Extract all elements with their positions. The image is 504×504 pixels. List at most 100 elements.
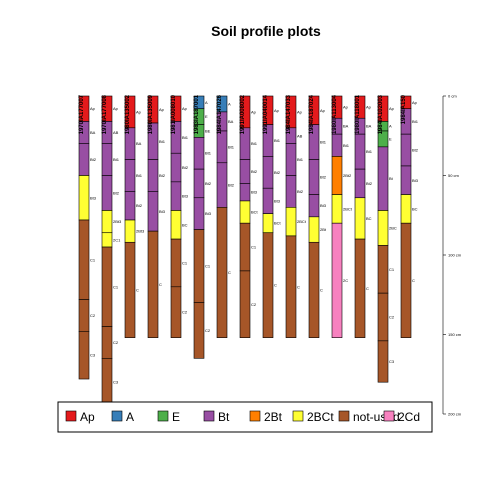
horizon-bc-block (400, 194, 412, 224)
horizon-label: BC (412, 206, 418, 211)
horizon-label: BCt (274, 221, 282, 226)
horizon-label: A (228, 101, 231, 106)
horizon-label: A (205, 100, 208, 105)
profile-id-label: 1984IA150 (401, 94, 407, 124)
horizon-label: C1 (389, 267, 395, 272)
horizon-label: C (366, 286, 369, 291)
horizon-bc-block (354, 197, 366, 240)
horizon-label: Bt2 (412, 148, 419, 153)
horizon-bt2-block (285, 175, 297, 208)
horizon-label: Bt1 (113, 157, 120, 162)
horizon-c-block (216, 207, 228, 338)
horizon-bt2-block (193, 168, 205, 199)
horizon-label: C1 (90, 257, 96, 262)
horizon-bt2-block (101, 175, 113, 211)
horizon-label: A (389, 124, 392, 129)
horizon-label: Bt3 (182, 194, 189, 199)
horizon-label: C (320, 287, 323, 292)
chart-title: Soil profile plots (211, 23, 321, 39)
horizon-bt2-block (78, 143, 90, 176)
horizon-c2-block (101, 326, 113, 359)
horizon-label: C2 (113, 340, 119, 345)
horizon-c3-block (101, 358, 113, 407)
profile-id-label: 1983IA187001 (194, 94, 200, 134)
horizon-c3-block (78, 331, 90, 380)
horizon-bt2-block (354, 168, 366, 199)
legend-entry: 2Cd (398, 410, 420, 424)
horizon-c1-block (377, 245, 389, 294)
horizon-label: BC (182, 222, 188, 227)
legend-entry: 2BCt (307, 410, 334, 424)
depth-axis: 0 cm 50 cm 100 cm 150 cm 200 cm (442, 94, 462, 417)
horizon-label: C1 (251, 245, 257, 250)
horizon-label: Bt2 (205, 181, 212, 186)
horizon-label: E (205, 114, 208, 119)
horizon-c2-block (377, 292, 389, 342)
horizon-label: Bt2 (274, 170, 281, 175)
horizon-label: Bt2 (251, 169, 258, 174)
horizon-c-block (400, 222, 412, 338)
horizon-label: C2 (205, 328, 211, 333)
horizon-label: C3 (90, 353, 96, 358)
legend-swatch (292, 410, 304, 422)
horizon-label: Ap (274, 108, 280, 113)
legend-entry: Ap (80, 410, 95, 424)
horizon-label: Bt2 (228, 183, 235, 188)
horizon-c2-block (78, 299, 90, 332)
horizon-label: BCt (251, 210, 259, 215)
horizon-bt1-block (124, 159, 136, 192)
horizon-label: Bt2 (159, 173, 166, 178)
horizon-label: BA (366, 124, 372, 129)
horizon-c-block (124, 241, 136, 338)
horizon-label: 2BCt (297, 219, 307, 224)
horizon-label: Bt3 (412, 178, 419, 183)
horizon-2bt2-block (331, 156, 343, 195)
horizon-c2-block (193, 302, 205, 359)
horizon-2bt-block (308, 216, 320, 243)
horizon-label: Bt1 (251, 141, 258, 146)
horizon-label: Bt2 (297, 189, 304, 194)
horizon-label: Ap (182, 106, 188, 111)
horizon-bt2-block (124, 191, 136, 221)
legend-swatch (203, 410, 215, 422)
depth-tick-label: 100 cm (448, 253, 462, 258)
horizon-label: Bt3 (251, 190, 258, 195)
horizon-label: C3 (389, 359, 395, 364)
horizon-label: C3 (113, 380, 119, 385)
horizon-label: Bt2 (182, 165, 189, 170)
horizon-label: C1 (205, 264, 211, 269)
legend-entry: Bt (218, 410, 230, 424)
horizon-label: Bt1 (159, 139, 166, 144)
horizon-bt2-block (170, 152, 182, 183)
horizon-c-block (262, 232, 274, 338)
horizon-label: 2Bt (320, 227, 327, 232)
horizon-label: Bt3 (159, 209, 166, 214)
legend-entry: 2Bt (264, 410, 283, 424)
horizon-c2-block (239, 270, 251, 338)
horizon-label: C2 (251, 302, 257, 307)
horizon-bt3-block (308, 194, 320, 218)
horizon-bt1-block (101, 143, 113, 176)
horizon-bt3-block (78, 175, 90, 221)
profile-id-label: 1980IA135009 (148, 94, 154, 134)
legend-swatch (65, 410, 77, 422)
horizon-label: Bt3 (205, 211, 212, 216)
horizon-label: Ap (412, 100, 418, 105)
horizon-bt1-block (331, 133, 343, 157)
horizon-label: BA (228, 119, 234, 124)
horizon-c1-block (193, 229, 205, 303)
horizon-2bt3-block (101, 210, 113, 234)
depth-tick-label: 50 cm (448, 173, 460, 178)
horizon-bt3-block (170, 181, 182, 211)
profile-id-label: 1980IA118001 (355, 94, 361, 134)
horizon-bt1-block (354, 133, 366, 170)
horizon-label: Bt1 (320, 140, 327, 145)
horizon-label: 2Bt3 (113, 219, 122, 224)
profile-id-label: 1984IA187024 (309, 94, 315, 134)
horizon-2bc-block (377, 210, 389, 246)
horizon-label: 2BC (389, 225, 397, 230)
horizon-2bct-block (285, 207, 297, 237)
